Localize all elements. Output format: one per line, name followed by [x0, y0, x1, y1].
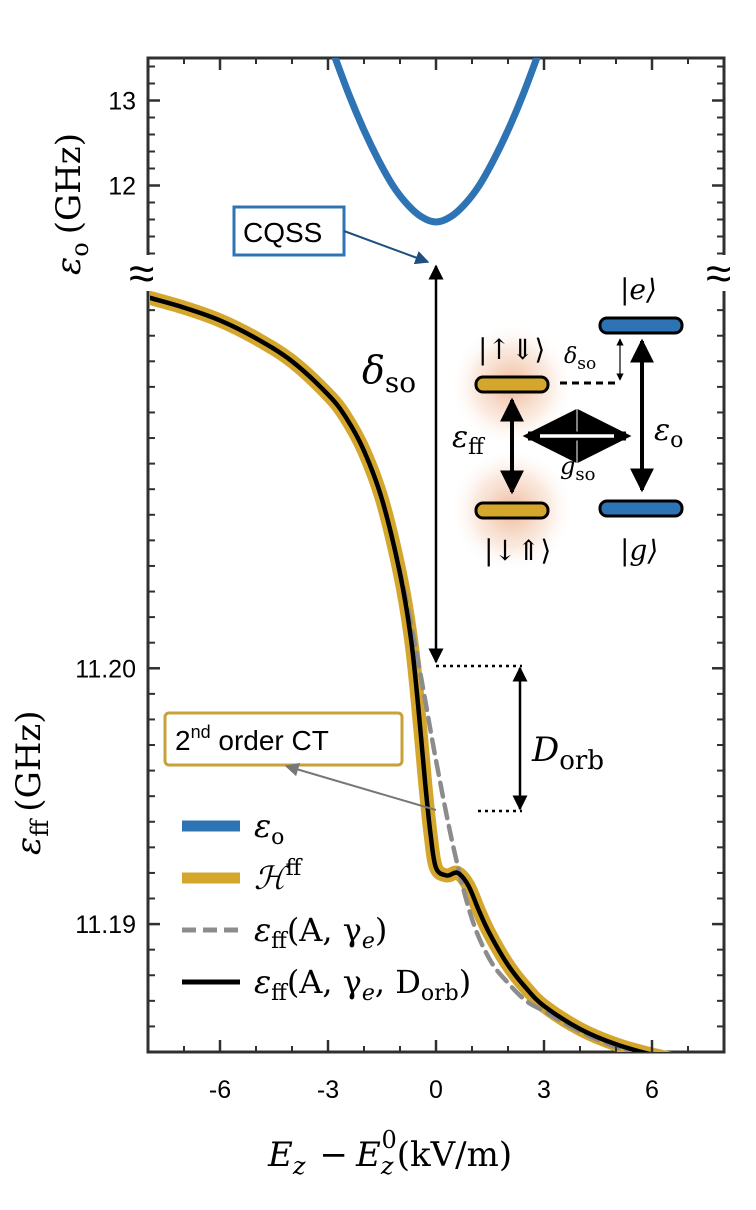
- svg-text:εff(GHz): εff(GHz): [9, 710, 54, 855]
- series-eps-ff-a-gamma-dorb-line: [150, 295, 651, 1052]
- x-tick-label: -6: [209, 1076, 231, 1104]
- svg-text:2nd order CT: 2nd order CT: [175, 722, 329, 756]
- ket-g-label: |g⟩: [620, 534, 658, 567]
- ct-annotation: 2nd order CT: [163, 711, 437, 811]
- svg-text:εo(GHz): εo(GHz): [49, 133, 94, 275]
- svg-text:≈: ≈: [129, 247, 154, 299]
- axis-break-right: ≈: [705, 247, 745, 299]
- bottom-y-tick-label: 11.19: [75, 911, 136, 939]
- svg-text:Dorb: Dorb: [531, 730, 604, 776]
- svg-text:CQSS: CQSS: [243, 217, 322, 248]
- legend-label: εff(A, γe): [254, 911, 387, 954]
- legend: εo ℋff εff(A, γe) εff(A, γe, Dorb): [182, 807, 471, 1006]
- svg-text:≈: ≈: [706, 247, 731, 299]
- axis-break-left: ≈: [128, 247, 168, 299]
- ket-down-up-label: |↓⇑⟩: [484, 534, 551, 567]
- svg-text:δso: δso: [564, 344, 596, 374]
- bottom-y-tick-label: 11.20: [75, 655, 136, 683]
- legend-label: εo: [254, 807, 284, 850]
- energy-level-inset: |↑⇓⟩ |↓⇑⟩ |e⟩ |g⟩ εff εo gso δso: [450, 273, 684, 572]
- legend-h-ff: ℋff: [182, 856, 303, 897]
- top-panel-plot: [331, 58, 541, 226]
- x-tick-label: 0: [429, 1076, 443, 1104]
- x-axis-label: Ez − Ez0(kV/m): [267, 1126, 512, 1180]
- top-y-axis-label: εo(GHz): [49, 133, 94, 275]
- axis-ticks: -6 -3 0 3 6 12 13 11.19 11.20: [75, 58, 725, 1104]
- svg-text:Ez−Ez0(kV/m): Ez − Ez0(kV/m): [267, 1126, 512, 1180]
- ket-up-down-label: |↑⇓⟩: [478, 333, 545, 366]
- legend-eps-o: εo: [182, 807, 284, 850]
- bottom-y-axis-label: εff(GHz): [9, 710, 54, 855]
- svg-text:δso: δso: [362, 348, 416, 399]
- top-y-tick-label: 13: [108, 88, 136, 116]
- legend-label: ℋff: [254, 856, 303, 897]
- x-tick-label: 6: [645, 1076, 659, 1104]
- top-y-tick-label: 12: [108, 173, 136, 201]
- svg-text:gso: gso: [560, 452, 595, 485]
- svg-text:εo: εo: [654, 413, 683, 453]
- legend-label: εff(A, γe, Dorb): [254, 963, 471, 1006]
- bottom-panel-plot: [150, 290, 673, 1052]
- x-tick-label: 3: [537, 1076, 551, 1104]
- x-tick-label: -3: [317, 1076, 339, 1104]
- legend-eps-ff-a-gamma-dorb: εff(A, γe, Dorb): [182, 963, 471, 1006]
- level-up-down: [474, 375, 550, 394]
- delta-so-arrow: δso: [362, 264, 444, 664]
- cqss-annotation: CQSS: [232, 205, 430, 265]
- d-orb-annotation: Dorb: [436, 664, 604, 813]
- level-e: [598, 316, 684, 335]
- level-g: [598, 499, 684, 518]
- series-eps-o-line: [331, 58, 541, 226]
- level-down-up: [474, 501, 550, 520]
- legend-eps-ff-a-gamma: εff(A, γe): [182, 911, 387, 954]
- svg-text:εff: εff: [452, 420, 485, 460]
- ket-e-label: |e⟩: [620, 273, 657, 306]
